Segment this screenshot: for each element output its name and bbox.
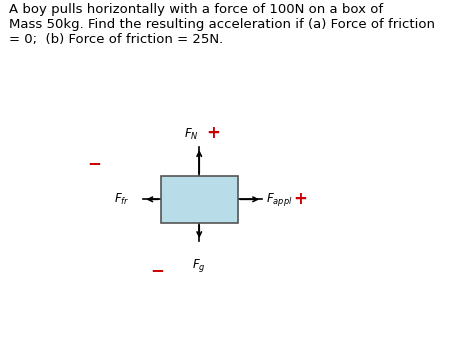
Text: $\mathit{F}_N$: $\mathit{F}_N$ (184, 127, 198, 142)
Text: +: + (293, 190, 307, 208)
Text: −: − (88, 154, 102, 172)
Text: −: − (150, 261, 164, 279)
Text: $\mathit{F}_{fr}$: $\mathit{F}_{fr}$ (114, 192, 130, 207)
Text: +: + (206, 124, 220, 142)
Text: $\mathit{F}_{appl}$: $\mathit{F}_{appl}$ (266, 191, 292, 208)
Text: $\mathit{F}_g$: $\mathit{F}_g$ (192, 257, 206, 273)
Text: A boy pulls horizontally with a force of 100N on a box of
Mass 50kg. Find the re: A boy pulls horizontally with a force of… (9, 3, 435, 46)
Bar (161, 176, 238, 223)
